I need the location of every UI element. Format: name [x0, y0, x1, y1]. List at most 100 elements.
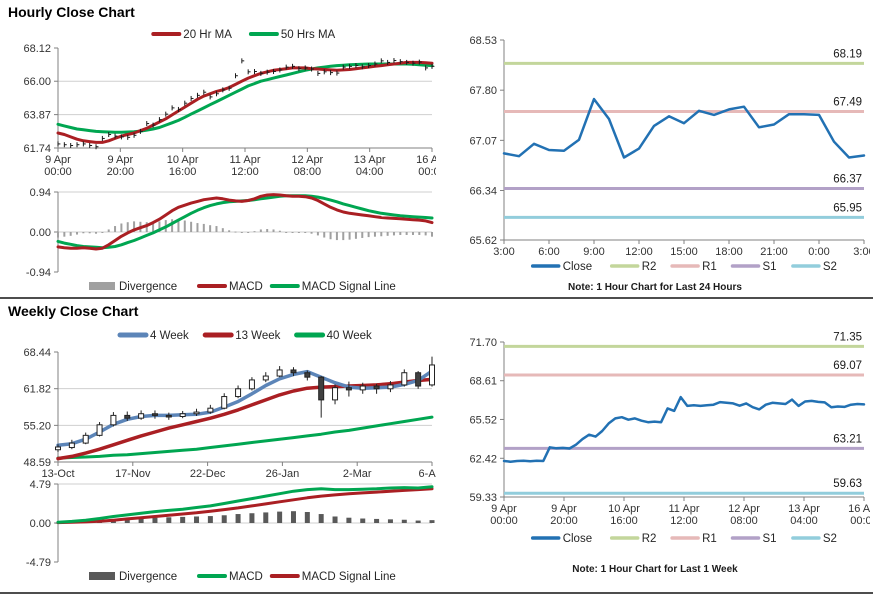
svg-text:00:00: 00:00: [418, 166, 436, 178]
svg-text:04:00: 04:00: [790, 515, 818, 527]
weekly-macd-chart: 4.79 0.00 -4.79 Divergence MACD MACD Signal L…: [12, 478, 436, 591]
weekly-price-close: [55, 356, 435, 452]
svg-text:66.34: 66.34: [469, 186, 497, 198]
hourly-price-20-hr-ma: [56, 60, 434, 144]
svg-text:13 Apr: 13 Apr: [788, 503, 820, 515]
svg-text:00:00: 00:00: [850, 515, 870, 527]
svg-text:17-Nov: 17-Nov: [115, 468, 151, 480]
svg-text:20:00: 20:00: [550, 515, 578, 527]
svg-text:S2: S2: [823, 261, 837, 273]
svg-text:66.37: 66.37: [833, 173, 862, 185]
hourly-sr-close: [502, 97, 866, 159]
svg-text:11 Apr: 11 Apr: [669, 503, 700, 515]
svg-text:71.35: 71.35: [833, 331, 862, 343]
svg-text:63.21: 63.21: [833, 433, 862, 445]
svg-text:11 Apr: 11 Apr: [230, 154, 261, 166]
weekly-sr-legend: Close R2 R1 S1 S2: [530, 533, 837, 545]
weekly-price-chart: 68.44 61.82 55.20 48.59 13-Oct 17-Nov 22-Dec 26…: [12, 326, 445, 485]
svg-text:67.49: 67.49: [833, 96, 862, 108]
svg-text:S2: S2: [823, 533, 837, 545]
hourly-price-50-hrs-ma: [56, 62, 434, 134]
svg-text:MACD: MACD: [229, 571, 263, 583]
svg-text:66.00: 66.00: [23, 76, 51, 88]
svg-text:16:00: 16:00: [169, 166, 197, 178]
hourly-chart-note: Note: 1 Hour Chart for Last 24 Hours: [568, 282, 742, 293]
svg-text:68.44: 68.44: [23, 347, 51, 359]
svg-text:48.59: 48.59: [23, 457, 51, 469]
svg-text:12 Apr: 12 Apr: [291, 154, 323, 166]
svg-text:13 Apr: 13 Apr: [354, 154, 386, 166]
weekly-macd-macd-signal-line: [56, 487, 434, 525]
svg-text:9 Apr: 9 Apr: [491, 503, 517, 515]
weekly-sr-close: [502, 395, 866, 463]
svg-text:40 Week: 40 Week: [327, 330, 372, 342]
svg-text:61.82: 61.82: [23, 384, 51, 396]
svg-text:9 Apr: 9 Apr: [45, 154, 71, 166]
svg-text:Divergence: Divergence: [119, 571, 177, 583]
section-divider: [0, 297, 873, 299]
weekly-price-40-week: [56, 415, 434, 460]
svg-text:12:00: 12:00: [670, 515, 698, 527]
svg-text:20 Hr MA: 20 Hr MA: [183, 29, 232, 41]
svg-text:55.20: 55.20: [23, 420, 51, 432]
weekly-support-resistance-chart: 71.70 68.61 65.52 62.42 59.33 9 Apr 00:00 9 Apr…: [440, 330, 873, 557]
svg-text:65.62: 65.62: [469, 235, 497, 247]
svg-text:R1: R1: [702, 261, 717, 273]
hourly-sr-legend: Close R2 R1 S1 S2: [530, 261, 837, 273]
svg-text:10 Apr: 10 Apr: [608, 503, 640, 515]
weekly-section-title: Weekly Close Chart: [8, 303, 139, 319]
svg-text:68.19: 68.19: [833, 48, 862, 60]
svg-text:R2: R2: [642, 261, 657, 273]
svg-text:4 Week: 4 Week: [150, 330, 189, 342]
svg-text:9 Apr: 9 Apr: [107, 154, 133, 166]
svg-text:26-Jan: 26-Jan: [266, 468, 300, 480]
weekly-macd-macd: [56, 485, 434, 524]
svg-text:59.63: 59.63: [833, 478, 862, 490]
hourly-support-resistance-chart: 68.53 67.80 67.07 66.34 65.62 3:00 6:00 9:00 12:…: [440, 24, 873, 285]
svg-text:59.33: 59.33: [469, 492, 497, 504]
svg-text:67.07: 67.07: [469, 135, 497, 147]
svg-text:68.12: 68.12: [23, 43, 51, 55]
svg-text:08:00: 08:00: [294, 166, 322, 178]
hourly-price-close: [57, 58, 435, 150]
svg-text:MACD Signal Line: MACD Signal Line: [302, 571, 396, 583]
hourly-macd-svg: 0.94 0.00 -0.94 Divergence MACD MACD Signal L…: [26, 187, 434, 293]
svg-text:08:00: 08:00: [730, 515, 758, 527]
svg-text:61.74: 61.74: [23, 143, 51, 155]
svg-text:67.80: 67.80: [469, 85, 497, 97]
svg-text:65.52: 65.52: [469, 414, 497, 426]
svg-text:00:00: 00:00: [490, 515, 518, 527]
weekly-macd-svg: 4.79 0.00 -4.79 Divergence MACD MACD Signal L…: [26, 479, 435, 583]
svg-text:12:00: 12:00: [625, 246, 653, 258]
svg-text:0.94: 0.94: [30, 187, 51, 199]
svg-text:-4.79: -4.79: [26, 557, 51, 569]
svg-text:15:00: 15:00: [670, 246, 698, 258]
svg-text:63.87: 63.87: [23, 110, 51, 122]
svg-text:MACD Signal Line: MACD Signal Line: [302, 281, 396, 293]
svg-text:0:00: 0:00: [808, 246, 829, 258]
svg-text:69.07: 69.07: [833, 360, 862, 372]
svg-text:9 Apr: 9 Apr: [551, 503, 577, 515]
weekly-macd-legend: Divergence MACD MACD Signal Line: [89, 571, 396, 583]
hourly-macd-macd: [56, 193, 434, 251]
svg-text:50 Hrs MA: 50 Hrs MA: [281, 29, 336, 41]
svg-text:2-Mar: 2-Mar: [343, 468, 372, 480]
svg-text:18:00: 18:00: [715, 246, 743, 258]
weekly-price-13-week: [56, 377, 434, 461]
svg-text:65.95: 65.95: [833, 202, 862, 214]
hourly-price-chart: 68.12 66.00 63.87 61.74 9 Apr 00:00 9 Apr 20:00…: [12, 26, 448, 199]
svg-text:S1: S1: [763, 533, 777, 545]
svg-text:21:00: 21:00: [760, 246, 788, 258]
hourly-macd-legend: Divergence MACD MACD Signal Line: [89, 281, 396, 293]
svg-text:13-Oct: 13-Oct: [41, 468, 74, 480]
hourly-price-legend: 20 Hr MA 50 Hrs MA: [151, 29, 336, 41]
hourly-section-title: Hourly Close Chart: [8, 4, 135, 20]
svg-text:68.61: 68.61: [469, 376, 497, 388]
svg-text:9:00: 9:00: [583, 246, 604, 258]
svg-text:68.53: 68.53: [469, 35, 497, 47]
svg-text:16 Apr: 16 Apr: [416, 154, 436, 166]
